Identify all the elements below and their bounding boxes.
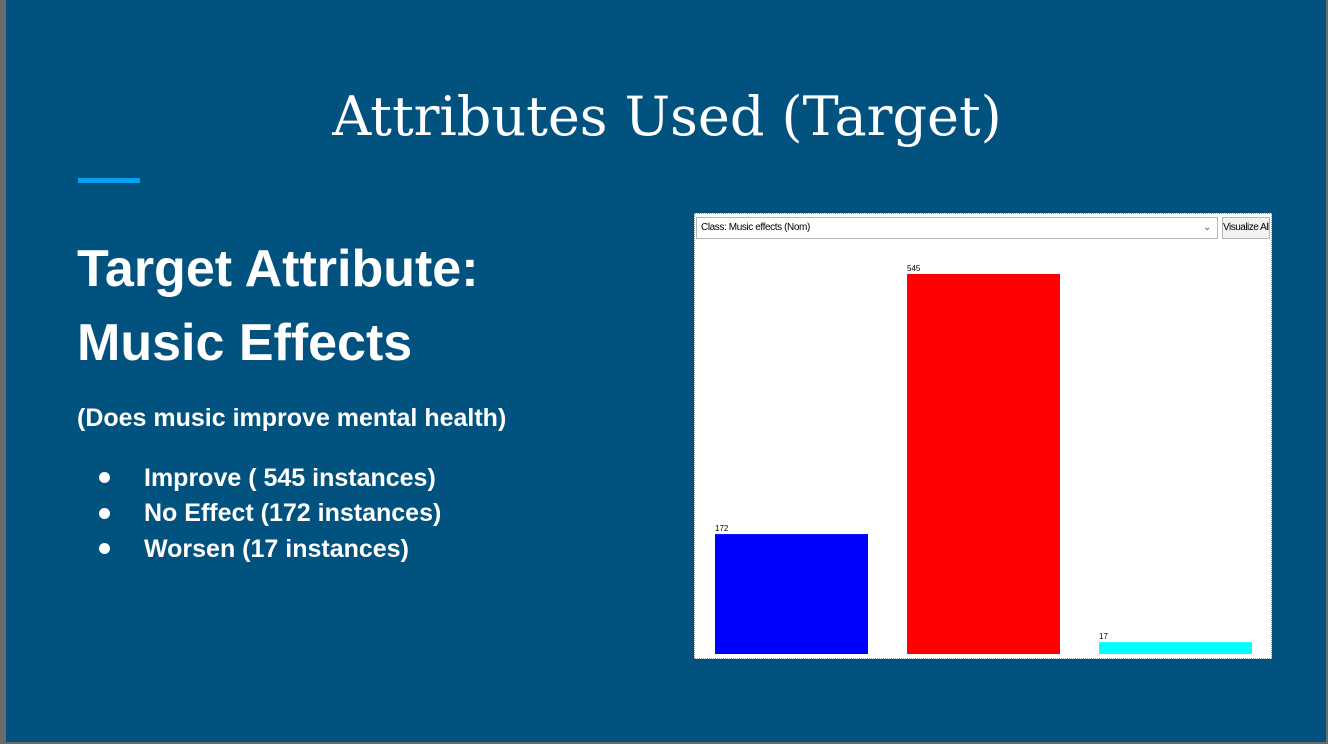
- bullet-text: No Effect (172 instances): [144, 499, 442, 528]
- bullet-icon: [99, 472, 110, 484]
- bar-1: [907, 274, 1060, 654]
- subtitle: (Does music improve mental health): [77, 404, 507, 432]
- bullet-text: Worsen (17 instances): [144, 534, 409, 563]
- bullet-list: Improve ( 545 instances) No Effect (172 …: [94, 460, 441, 567]
- visualize-all-button[interactable]: Visualize All: [1222, 217, 1270, 239]
- target-attribute-heading: Target Attribute: Music Effects: [77, 232, 479, 380]
- list-item: Improve ( 545 instances): [94, 460, 441, 496]
- bullet-icon: [99, 507, 110, 519]
- chart-toolbar: Class: Music effects (Nom) ⌄ Visualize A…: [696, 217, 1270, 239]
- title-accent-bar: [78, 178, 140, 183]
- bar-2: [1099, 642, 1252, 654]
- slide-title: Attributes Used (Target): [332, 85, 1002, 148]
- bar-value-label-1: 545: [907, 264, 921, 273]
- chevron-down-icon[interactable]: ⌄: [1203, 222, 1211, 233]
- bullet-icon: [99, 543, 110, 555]
- bar-0: [715, 534, 868, 654]
- list-item: Worsen (17 instances): [94, 531, 441, 567]
- weka-chart-window: Class: Music effects (Nom) ⌄ Visualize A…: [694, 213, 1272, 659]
- heading-line-2: Music Effects: [77, 314, 413, 372]
- bar-chart: 172 545 17: [715, 264, 1252, 654]
- class-select-dropdown[interactable]: Class: Music effects (Nom) ⌄: [696, 217, 1218, 239]
- list-item: No Effect (172 instances): [94, 496, 441, 532]
- bullet-text: Improve ( 545 instances): [144, 463, 436, 492]
- bar-value-label-2: 17: [1099, 632, 1108, 641]
- slide: Attributes Used (Target) Target Attribut…: [6, 0, 1326, 742]
- bar-value-label-0: 172: [715, 524, 729, 533]
- class-select-value: Class: Music effects (Nom): [701, 222, 810, 233]
- heading-line-1: Target Attribute:: [77, 240, 479, 298]
